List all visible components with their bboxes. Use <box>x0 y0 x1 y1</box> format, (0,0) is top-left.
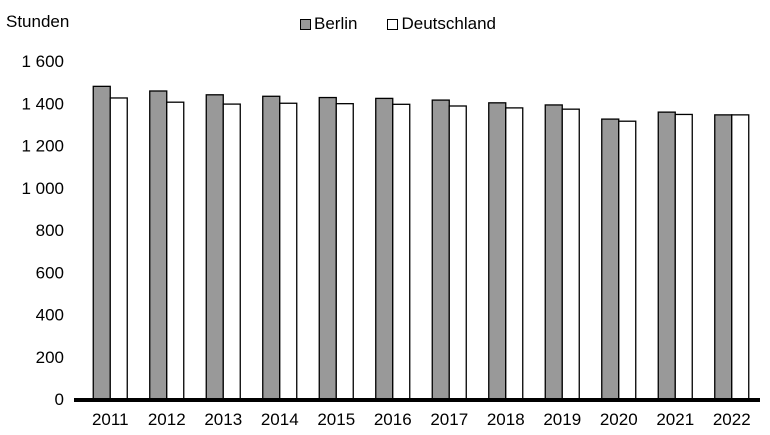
legend-swatch-berlin <box>300 18 311 30</box>
y-tick-label: 800 <box>36 221 64 240</box>
y-axis-unit-label: Stunden <box>6 12 70 31</box>
bar-deutschland-2019 <box>561 108 580 400</box>
bar-deutschland-2014 <box>279 102 298 400</box>
legend: Berlin Deutschland <box>300 14 526 34</box>
bar-berlin-2016 <box>375 97 394 400</box>
bar-deutschland-2011 <box>109 97 128 400</box>
bar-berlin-2014 <box>262 95 281 400</box>
bar-berlin-2012 <box>149 90 168 400</box>
x-tick-label: 2016 <box>374 410 412 429</box>
bar-deutschland-2015 <box>335 103 354 400</box>
legend-label-deutschland: Deutschland <box>401 14 496 33</box>
bar-deutschland-2021 <box>674 113 693 400</box>
x-tick-label: 2015 <box>317 410 355 429</box>
bar-berlin-2013 <box>205 94 224 400</box>
x-tick-label: 2021 <box>656 410 694 429</box>
bar-berlin-2022 <box>714 114 733 400</box>
x-tick-label: 2011 <box>92 410 129 429</box>
bar-berlin-2015 <box>318 96 337 400</box>
bar-berlin-2018 <box>488 102 507 400</box>
x-tick-label: 2020 <box>600 410 638 429</box>
bar-berlin-2021 <box>657 111 676 400</box>
bar-deutschland-2020 <box>618 120 637 400</box>
x-tick-label: 2012 <box>148 410 186 429</box>
y-tick-label: 1 000 <box>21 179 64 198</box>
bar-berlin-2019 <box>544 104 563 400</box>
x-tick-label: 2019 <box>543 410 581 429</box>
y-tick-label: 1 400 <box>21 94 64 113</box>
legend-swatch-deutschland <box>387 18 399 30</box>
bar-berlin-2020 <box>601 118 620 400</box>
x-tick-label: 2014 <box>261 410 299 429</box>
bar-deutschland-2018 <box>505 107 524 400</box>
x-tick-label: 2017 <box>430 410 468 429</box>
x-tick-label: 2022 <box>713 410 751 429</box>
y-tick-label: 1 600 <box>21 52 64 71</box>
y-tick-label: 0 <box>55 390 64 409</box>
bar-berlin-2017 <box>431 99 450 400</box>
bar-berlin-2011 <box>92 85 111 400</box>
x-tick-label: 2013 <box>204 410 242 429</box>
bar-deutschland-2022 <box>731 114 750 400</box>
bar-deutschland-2016 <box>392 103 411 400</box>
y-tick-label: 400 <box>36 306 64 325</box>
legend-label-berlin: Berlin <box>314 14 358 33</box>
legend-item-deutschland: Deutschland <box>387 14 496 34</box>
bar-deutschland-2017 <box>448 105 467 400</box>
bar-deutschland-2012 <box>166 101 185 400</box>
y-tick-label: 600 <box>36 263 64 282</box>
bar-deutschland-2013 <box>222 103 241 400</box>
y-tick-label: 200 <box>36 348 64 367</box>
y-tick-label: 1 200 <box>21 137 64 156</box>
x-tick-label: 2018 <box>487 410 525 429</box>
legend-item-berlin: Berlin <box>300 14 357 34</box>
